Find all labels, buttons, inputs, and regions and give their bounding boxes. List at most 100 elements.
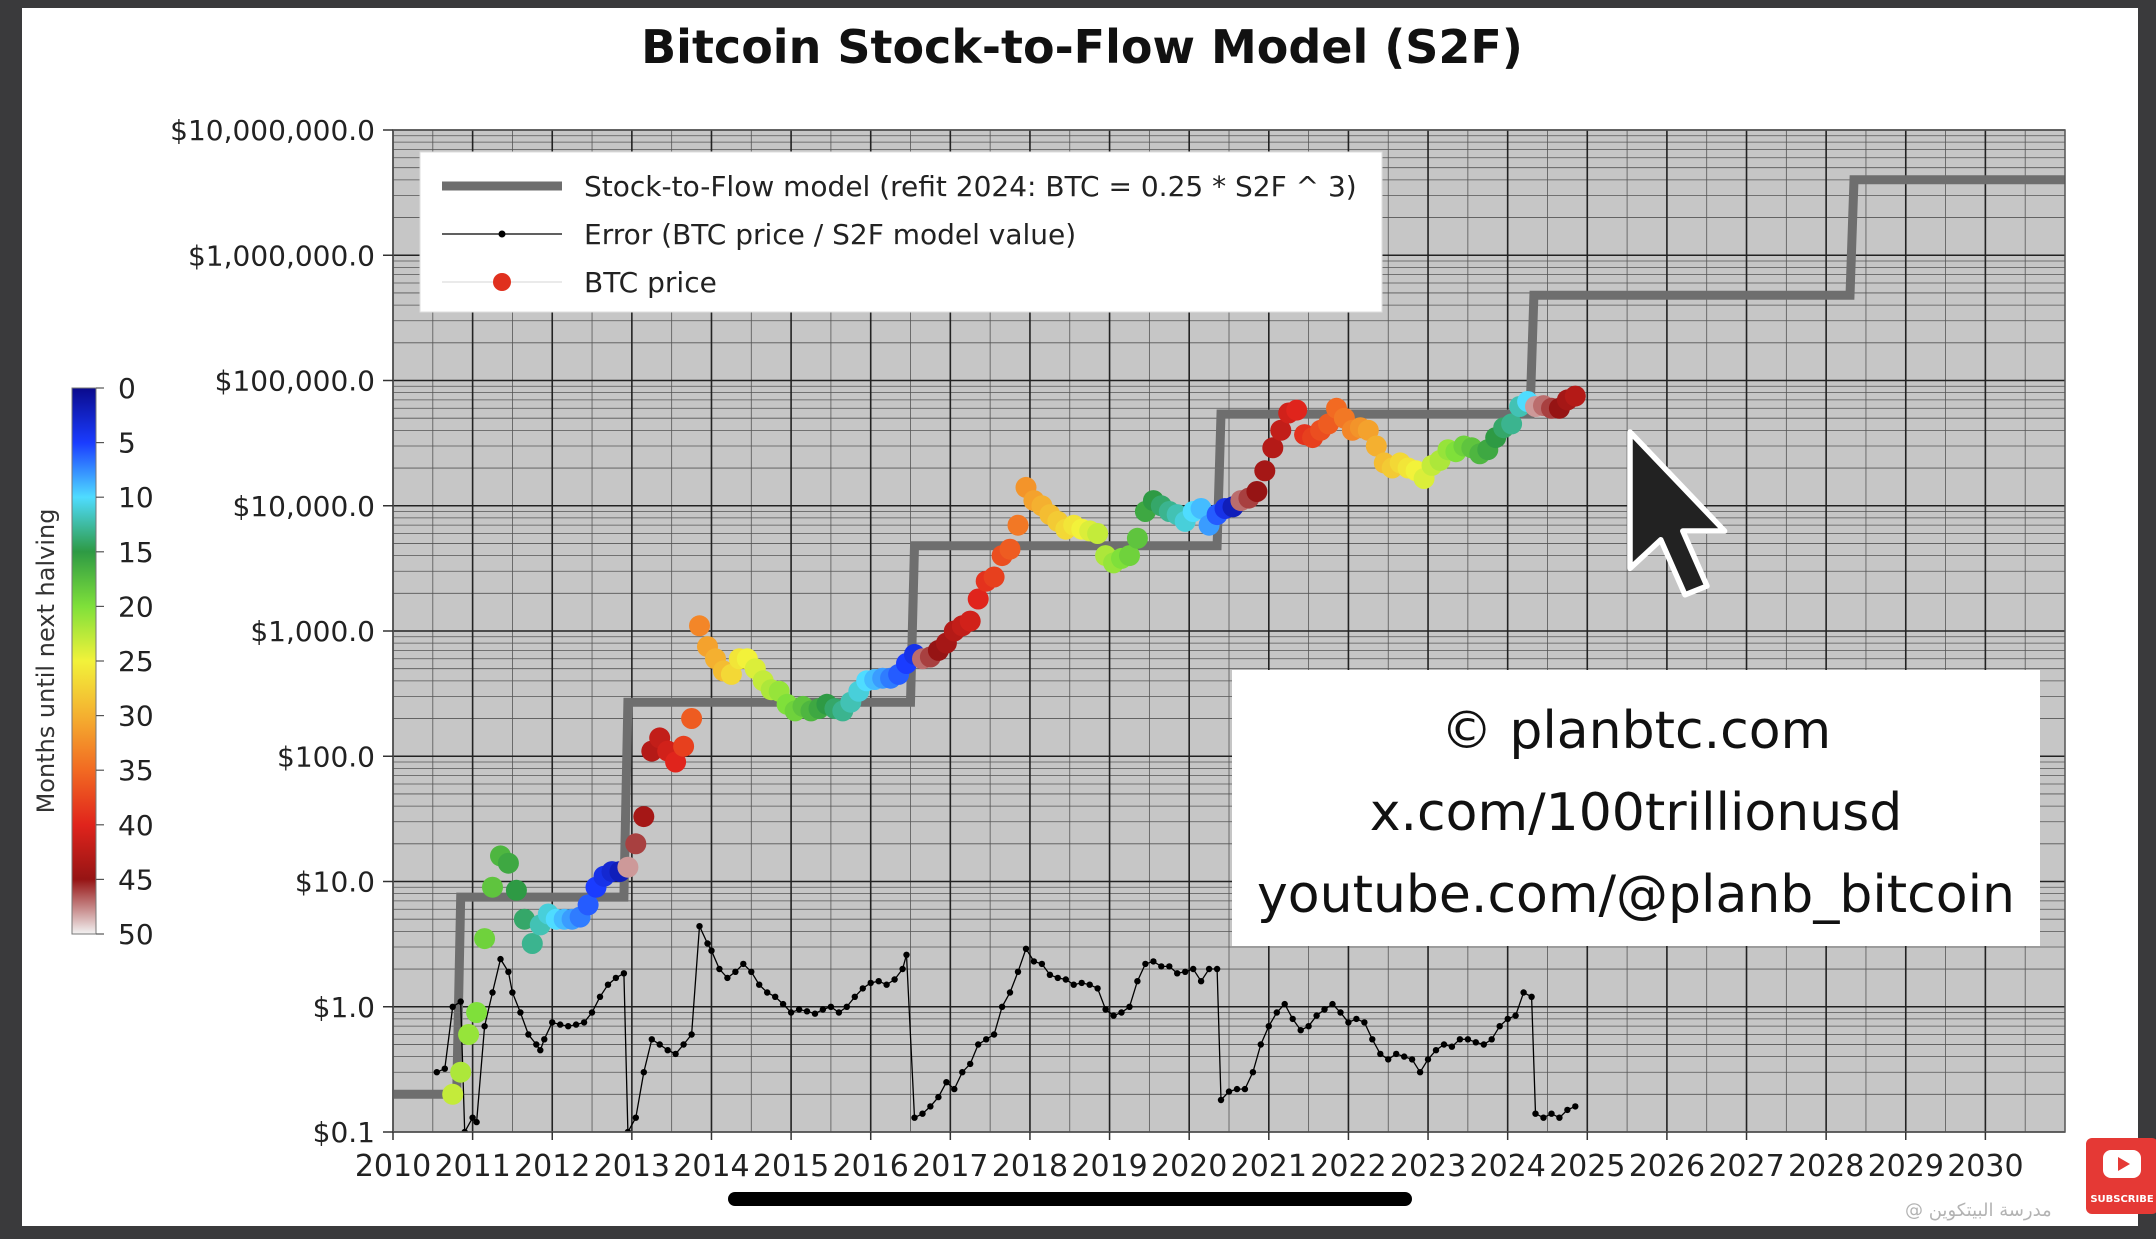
error-point — [1158, 963, 1165, 970]
error-point — [1046, 971, 1054, 978]
error-point — [473, 1118, 480, 1126]
y-tick-label: $100,000.0 — [215, 365, 375, 398]
video-scrub-bar[interactable] — [728, 1192, 1412, 1206]
x-tick-label: 2015 — [753, 1149, 829, 1184]
error-point — [1078, 979, 1085, 987]
colorbar-tick-label: 10 — [118, 481, 154, 514]
x-tick-label: 2012 — [514, 1149, 590, 1184]
error-point — [708, 947, 715, 954]
error-point — [1520, 989, 1527, 996]
btc-price-point — [1007, 514, 1029, 536]
error-point — [787, 1009, 795, 1016]
btc-price-point — [665, 751, 687, 773]
colorbar-tick-label: 40 — [118, 809, 154, 842]
error-point — [983, 1036, 990, 1043]
error-point — [795, 1006, 803, 1013]
error-point — [716, 965, 723, 973]
error-point — [704, 940, 711, 947]
error-point — [1540, 1114, 1547, 1121]
error-point — [525, 1031, 532, 1038]
btc-price-point — [505, 879, 527, 901]
error-point — [632, 1114, 639, 1121]
btc-price-point — [1357, 419, 1379, 441]
error-point — [990, 1031, 998, 1038]
x-tick-label: 2029 — [1868, 1149, 1944, 1184]
error-point — [1182, 968, 1189, 975]
error-point — [1432, 1047, 1440, 1054]
btc-price-point — [1119, 545, 1140, 567]
btc-price-point — [1087, 523, 1109, 544]
error-point — [1197, 978, 1205, 985]
s2f-chart: Bitcoin Stock-to-Flow Model (S2F) $10,00… — [32, 20, 2066, 1184]
error-point — [919, 1110, 926, 1117]
y-tick-label: $10,000.0 — [232, 490, 375, 523]
error-point — [1150, 958, 1157, 965]
btc-price-point — [1190, 498, 1212, 519]
x-tick-label: 2021 — [1231, 1149, 1307, 1184]
credit-youtube: youtube.com/@planb_bitcoin — [1257, 865, 2015, 925]
error-point — [1512, 1012, 1519, 1019]
error-point — [764, 989, 771, 996]
error-point — [1488, 1036, 1495, 1043]
error-point — [612, 974, 620, 982]
error-point — [779, 1000, 787, 1008]
y-tick-label: $10.0 — [295, 866, 375, 899]
youtube-play-icon — [2103, 1150, 2141, 1178]
error-point — [433, 1069, 440, 1076]
colorbar-ticks: 0 5 10 15 20 25 30 35 40 45 50 — [96, 372, 154, 951]
error-point — [1102, 1006, 1109, 1013]
error-point — [624, 1128, 632, 1132]
error-point — [1174, 970, 1181, 977]
colorbar-tick-label: 35 — [118, 754, 154, 787]
error-point — [1321, 1006, 1328, 1013]
colorbar-tick-label: 50 — [118, 918, 154, 951]
btc-price-point — [983, 566, 1005, 588]
error-point — [565, 1023, 572, 1030]
x-tick-label: 2026 — [1629, 1149, 1705, 1184]
btc-price-points — [442, 385, 1586, 1105]
error-point — [1118, 1009, 1125, 1016]
error-point — [1110, 1012, 1117, 1019]
credit-x: x.com/100trillionusd — [1370, 783, 1903, 843]
subscribe-button[interactable]: SUBSCRIBE — [2086, 1138, 2156, 1214]
subscribe-label: SUBSCRIBE — [2090, 1194, 2154, 1205]
error-point — [656, 1041, 663, 1048]
btc-price-point — [1365, 435, 1387, 457]
y-tick-label: $100.0 — [277, 740, 375, 773]
error-point — [1249, 1069, 1257, 1076]
error-point — [541, 1036, 548, 1043]
legend-label-error: Error (BTC price / S2F model value) — [584, 218, 1076, 251]
btc-price-point — [681, 708, 703, 729]
error-point — [517, 1009, 524, 1016]
error-point — [461, 1128, 468, 1132]
error-point — [859, 985, 866, 992]
error-point — [1337, 1009, 1344, 1016]
x-tick-label: 2013 — [594, 1149, 670, 1184]
error-point — [967, 1060, 974, 1068]
x-tick-label: 2010 — [355, 1149, 431, 1184]
error-point — [1142, 960, 1149, 968]
error-point — [604, 981, 612, 988]
error-point — [1496, 1023, 1503, 1030]
error-point — [772, 993, 779, 1000]
error-point — [1448, 1043, 1456, 1050]
x-tick-label: 2023 — [1390, 1149, 1466, 1184]
credits-background — [1232, 670, 2040, 946]
btc-price-point — [577, 894, 599, 916]
y-tick-label: $0.1 — [313, 1116, 375, 1149]
error-point — [1166, 963, 1173, 970]
btc-price-point — [1254, 460, 1276, 482]
error-point — [732, 968, 739, 975]
error-point — [891, 976, 898, 983]
btc-price-point — [513, 908, 535, 930]
error-point — [696, 923, 703, 930]
error-point — [449, 1003, 456, 1010]
error-point — [1126, 1003, 1133, 1010]
btc-price-point — [689, 615, 710, 637]
btc-price-point — [617, 856, 639, 878]
error-point — [899, 965, 906, 973]
btc-price-point — [967, 588, 989, 610]
colorbar: 0 5 10 15 20 25 30 35 40 45 50 Months until next h… — [32, 372, 154, 951]
error-point — [1134, 978, 1141, 985]
